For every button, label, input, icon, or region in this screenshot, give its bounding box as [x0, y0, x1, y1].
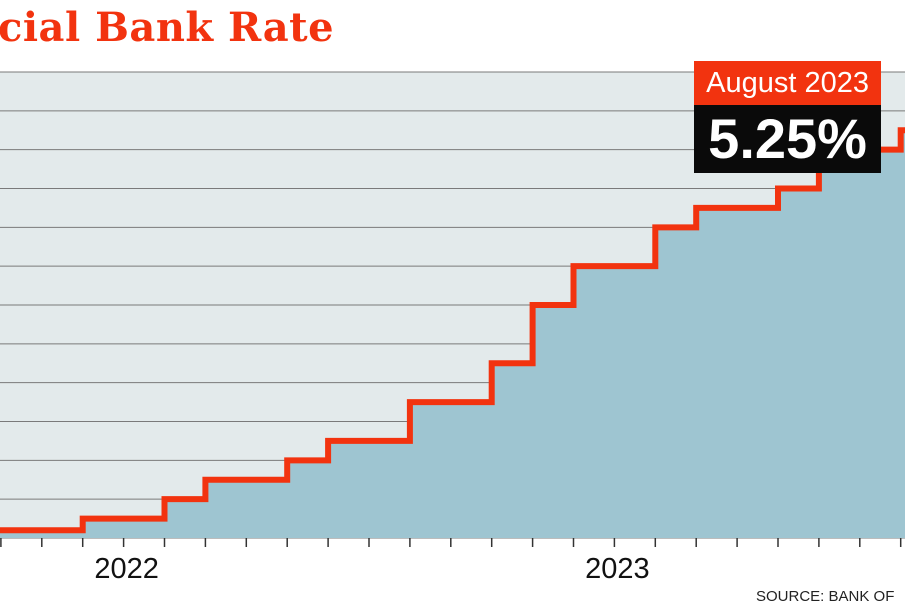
x-tick-label: 2022	[94, 553, 159, 585]
x-axis-ticks	[0, 538, 902, 547]
x-axis-labels: 2022 2023	[94, 553, 649, 585]
source-note: SOURCE: BANK OF	[756, 588, 895, 605]
chart-title: cial Bank Rate	[0, 4, 335, 51]
rate-step-line	[0, 127, 905, 534]
callout-rate: 5.25%	[694, 105, 881, 173]
x-tick-label: 2023	[585, 553, 650, 585]
latest-rate-callout: August 2023 5.25%	[694, 61, 881, 173]
rate-line	[0, 127, 905, 534]
callout-date: August 2023	[694, 61, 881, 105]
rate-area	[0, 130, 905, 538]
rate-area-fill	[0, 130, 905, 538]
